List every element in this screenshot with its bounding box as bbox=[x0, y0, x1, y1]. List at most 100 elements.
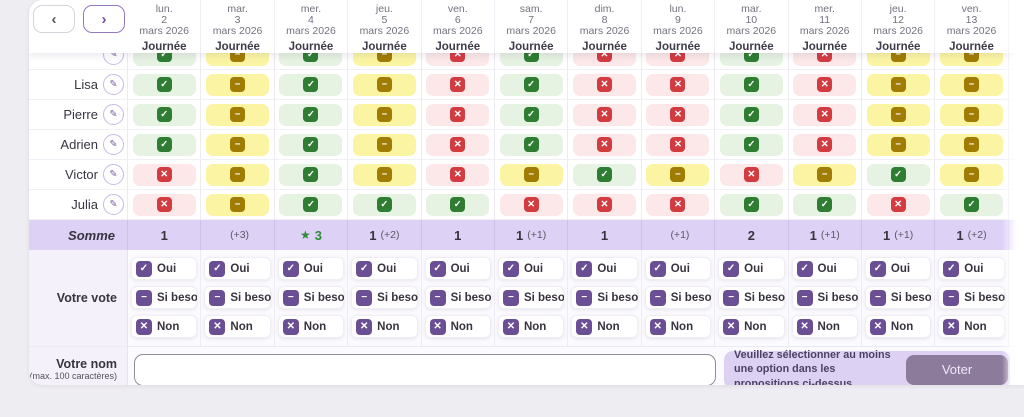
vote-pill-yes: ✓ bbox=[132, 103, 196, 126]
prev-columns-button[interactable]: ‹ bbox=[33, 5, 75, 33]
vote-option-ifneedbe[interactable]: −Si besoin bbox=[131, 286, 198, 309]
vote-option-ifneedbe[interactable]: −Si besoin bbox=[424, 286, 491, 309]
slot-label: Journée bbox=[802, 41, 848, 53]
vote-mark-no-icon: ✕ bbox=[597, 77, 613, 92]
vote-option-yes[interactable]: ✓ Oui bbox=[644, 257, 712, 280]
sum-value: 1 bbox=[809, 227, 817, 243]
vote-cell: ✕ bbox=[422, 130, 495, 159]
vote-column: ✓ Oui −Si besoin ✕ Non bbox=[128, 250, 202, 346]
vote-pill-yes: ✓ bbox=[279, 103, 343, 126]
voter-label-cell: Adrien ✎ bbox=[29, 130, 128, 159]
vote-option-ifneedbe[interactable]: −Si besoin bbox=[718, 286, 785, 309]
vote-pill-ifneedbe: − bbox=[866, 103, 930, 126]
edit-voter-button[interactable]: ✎ bbox=[103, 194, 124, 215]
vote-pill-no: ✕ bbox=[499, 193, 563, 216]
vote-mark-no-icon: ✕ bbox=[670, 77, 686, 92]
edit-voter-button[interactable]: ✎ bbox=[103, 164, 124, 185]
warning-text: Veuillez sélectionner au moins une optio… bbox=[734, 348, 891, 385]
vote-pill-ifneedbe: − bbox=[866, 73, 930, 96]
vote-option-no[interactable]: ✕ Non bbox=[718, 315, 785, 338]
voter-label-cell: Victor ✎ bbox=[29, 160, 128, 189]
vote-option-ifneedbe[interactable]: −Si besoin bbox=[571, 286, 638, 309]
checkbox-no-icon: ✕ bbox=[209, 318, 226, 335]
edit-voter-button[interactable]: ✎ bbox=[103, 104, 124, 125]
vote-option-yes[interactable]: ✓ Oui bbox=[351, 257, 418, 280]
vote-option-label: Non bbox=[450, 320, 473, 333]
vote-mark-yes-icon: ✓ bbox=[156, 77, 172, 92]
vote-cell: ✓ bbox=[275, 70, 349, 99]
vote-pill-no: ✕ bbox=[646, 73, 710, 96]
name-input[interactable] bbox=[134, 353, 716, 385]
date-weekday: ven. bbox=[447, 3, 468, 15]
vote-option-no[interactable]: ✕ Non bbox=[497, 315, 565, 338]
vote-option-no[interactable]: ✕ Non bbox=[864, 315, 932, 338]
vote-cell: − bbox=[642, 160, 716, 189]
vote-cell: ✕ bbox=[422, 160, 495, 189]
vote-cell: ✓ bbox=[128, 130, 202, 159]
vote-pill-no: ✕ bbox=[793, 73, 857, 96]
vote-option-yes[interactable]: ✓ Oui bbox=[791, 257, 858, 280]
vote-option-yes[interactable]: ✓ Oui bbox=[277, 257, 345, 280]
slot-label: Journée bbox=[215, 41, 260, 53]
vote-option-yes[interactable]: ✓ Oui bbox=[497, 257, 565, 280]
vote-option-label: Oui bbox=[377, 262, 397, 275]
vote-option-ifneedbe[interactable]: −Si besoin bbox=[204, 286, 271, 309]
vote-option-ifneedbe[interactable]: −Si besoin bbox=[277, 286, 345, 309]
vote-option-yes[interactable]: ✓ Oui bbox=[938, 257, 1005, 280]
sum-cell: 1 (+1) bbox=[862, 220, 936, 250]
next-columns-button[interactable]: › bbox=[83, 5, 125, 33]
date-monthyear: mars 2026 bbox=[359, 25, 410, 37]
vote-submit-button[interactable]: Voter bbox=[906, 354, 1008, 385]
vote-mark-yes-icon: ✓ bbox=[523, 107, 539, 122]
vote-option-ifneedbe[interactable]: −Si besoin bbox=[351, 286, 418, 309]
vote-option-no[interactable]: ✕ Non bbox=[938, 315, 1005, 338]
vote-option-yes[interactable]: ✓ Oui bbox=[718, 257, 785, 280]
vote-cell: − bbox=[201, 130, 275, 159]
edit-voter-button[interactable]: ✎ bbox=[103, 134, 124, 155]
vote-option-no[interactable]: ✕ Non bbox=[644, 315, 712, 338]
vote-option-ifneedbe[interactable]: −Si besoin bbox=[644, 286, 712, 309]
vote-option-no[interactable]: ✕ Non bbox=[131, 315, 198, 338]
vote-option-label: Si besoin bbox=[450, 291, 491, 304]
sum-value: 1 bbox=[454, 227, 462, 243]
vote-option-yes[interactable]: ✓ Oui bbox=[571, 257, 638, 280]
vote-option-ifneedbe[interactable]: −Si besoin bbox=[938, 286, 1005, 309]
vote-option-yes[interactable]: ✓ Oui bbox=[864, 257, 932, 280]
vote-option-no[interactable]: ✕ Non bbox=[424, 315, 491, 338]
date-monthyear: mars 2026 bbox=[726, 25, 777, 37]
date-monthyear: mars 2026 bbox=[799, 25, 850, 37]
vote-option-ifneedbe[interactable]: −Si besoin bbox=[497, 286, 565, 309]
vote-option-yes[interactable]: ✓ Oui bbox=[424, 257, 491, 280]
vote-cell: ✕ bbox=[789, 70, 862, 99]
vote-option-label: Non bbox=[670, 320, 694, 333]
slot-label: Journée bbox=[728, 41, 774, 53]
sum-cell: 1 (+2) bbox=[935, 220, 1009, 250]
vote-cell: ✓ bbox=[495, 130, 569, 159]
vote-column: ✓ Oui −Si besoin ✕ Non bbox=[568, 250, 642, 346]
vote-cell: ✕ bbox=[568, 100, 642, 129]
vote-option-no[interactable]: ✕ Non bbox=[204, 315, 271, 338]
your-name-label: Votre nom bbox=[56, 356, 117, 371]
vote-option-no[interactable]: ✕ Non bbox=[571, 315, 638, 338]
vote-pill-ifneedbe: − bbox=[793, 163, 857, 186]
vote-pill-yes: ✓ bbox=[719, 133, 783, 156]
vote-cell: ✓ bbox=[715, 190, 789, 219]
voter-row: Adrien ✎ ✓ − ✓ − ✕ ✓ ✕ ✕ ✓ ✕ − − bbox=[29, 130, 1024, 160]
edit-voter-button[interactable]: ✎ bbox=[103, 74, 124, 95]
vote-cell: ✕ bbox=[422, 70, 495, 99]
sum-row: Somme 1 (+3) ★ 3 1 (+2) 1 1 (+1) 1 (+1) 2 1 (+1) 1 (+1)… bbox=[29, 220, 1024, 250]
date-monthyear: mars 2026 bbox=[653, 25, 703, 37]
vote-option-no[interactable]: ✕ Non bbox=[351, 315, 418, 338]
vote-option-no[interactable]: ✕ Non bbox=[277, 315, 345, 338]
vote-option-ifneedbe[interactable]: −Si besoin bbox=[791, 286, 858, 309]
vote-pill-yes: ✓ bbox=[939, 193, 1003, 216]
sum-cell: 1 bbox=[128, 220, 202, 250]
vote-option-no[interactable]: ✕ Non bbox=[791, 315, 858, 338]
vote-mark-ifneedbe-icon: − bbox=[963, 167, 979, 182]
vote-option-ifneedbe[interactable]: −Si besoin bbox=[864, 286, 932, 309]
vote-mark-ifneedbe-icon: − bbox=[230, 137, 246, 152]
vote-pill-ifneedbe: − bbox=[352, 133, 416, 156]
vote-mark-yes-icon: ✓ bbox=[597, 167, 613, 182]
vote-option-yes[interactable]: ✓ Oui bbox=[131, 257, 198, 280]
vote-option-yes[interactable]: ✓ Oui bbox=[204, 257, 271, 280]
